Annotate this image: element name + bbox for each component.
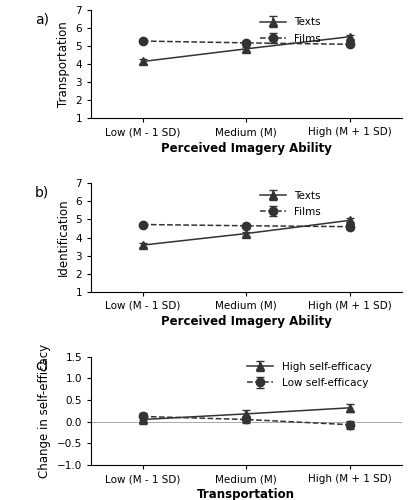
Text: a): a): [35, 12, 49, 26]
Y-axis label: Change in self-efficacy: Change in self-efficacy: [38, 344, 51, 478]
Text: c): c): [35, 359, 48, 373]
Y-axis label: Identification: Identification: [57, 198, 70, 276]
X-axis label: Perceived Imagery Ability: Perceived Imagery Ability: [161, 142, 331, 154]
Legend: Texts, Films: Texts, Films: [257, 15, 322, 46]
Legend: High self-efficacy, Low self-efficacy: High self-efficacy, Low self-efficacy: [245, 360, 373, 390]
Text: b): b): [35, 186, 49, 200]
Y-axis label: Transportation: Transportation: [57, 22, 70, 107]
X-axis label: Transportation: Transportation: [197, 488, 294, 500]
Legend: Texts, Films: Texts, Films: [257, 188, 322, 219]
X-axis label: Perceived Imagery Ability: Perceived Imagery Ability: [161, 315, 331, 328]
